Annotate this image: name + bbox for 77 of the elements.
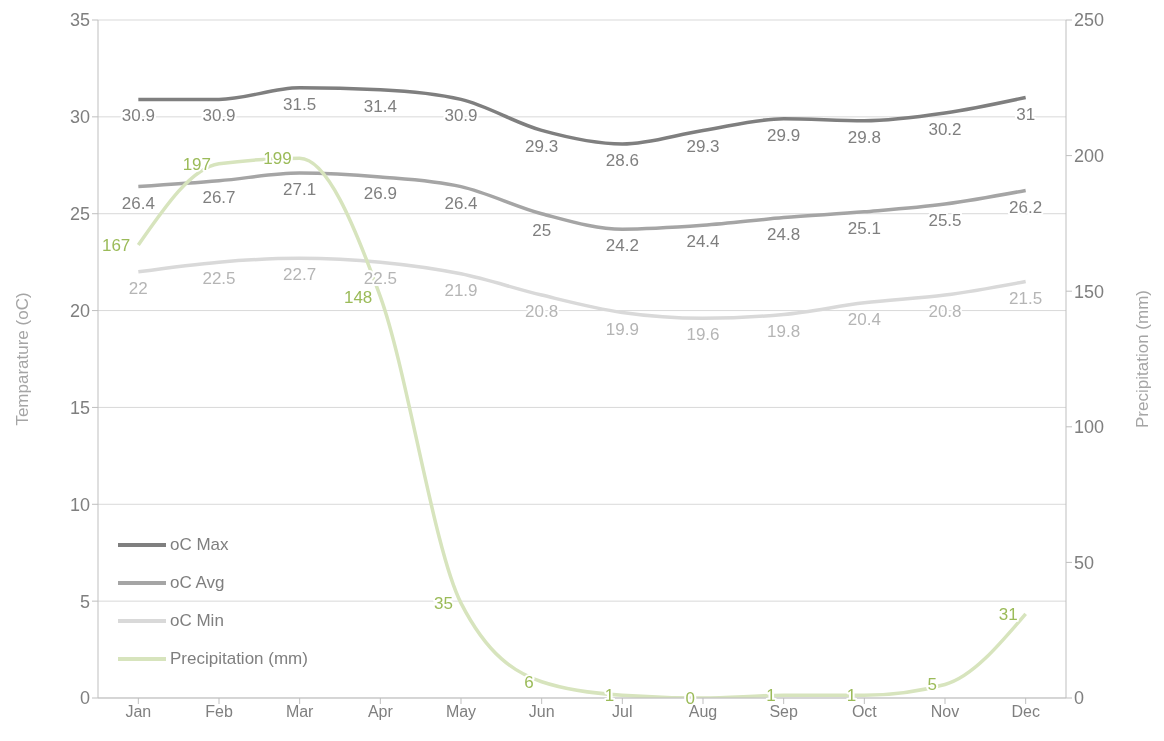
x-tick-label: Apr [367,703,394,721]
data-label: 1 [604,686,615,706]
y-tick-label: 30 [69,107,90,128]
data-label: 30.9 [202,106,236,126]
y-tick-label: 15 [69,397,90,418]
x-tick-label: Nov [930,703,960,721]
data-label: 29.3 [686,137,720,157]
x-tick-label: Jan [125,703,152,721]
data-label: 28.6 [605,151,639,171]
y2-tick-label: 0 [1074,688,1085,709]
data-label: 20.8 [525,302,559,322]
y-tick-label: 5 [79,591,90,612]
data-label: 19.8 [767,321,801,341]
data-label: 26.4 [444,193,478,213]
y2-tick-label: 50 [1074,552,1095,573]
legend-label: oC Min [170,610,224,632]
data-label: 30.2 [928,120,962,140]
y-tick-label: 35 [69,10,90,31]
x-tick-label: Jul [612,703,633,721]
data-label: 24.8 [767,224,801,244]
x-tick-label: Dec [1011,703,1040,721]
data-label: 24.2 [605,236,639,256]
y-tick-label: 20 [69,300,90,321]
data-label: 30.9 [121,106,155,126]
y-tick-label: 25 [69,204,90,225]
data-label: 148 [343,287,373,307]
data-label: 6 [524,672,534,692]
x-tick-label: May [445,703,477,721]
data-label: 24.4 [686,232,720,252]
data-label: 1 [766,686,776,706]
y2-tick-label: 250 [1074,10,1105,31]
data-label: 167 [101,236,131,256]
data-label: 20.8 [928,302,962,322]
data-label: 19.9 [605,319,639,339]
data-label: 199 [263,149,292,169]
data-label: 22 [128,278,148,298]
data-label: 31 [998,604,1018,624]
x-tick-label: Sep [769,703,798,721]
data-label: 31.5 [283,94,317,114]
x-tick-label: Mar [285,703,315,721]
data-label: 29.8 [847,127,881,147]
data-label: 22.7 [283,265,317,285]
data-label: 1 [846,686,857,706]
y2-axis-title: Precipitation (mm) [1133,290,1153,428]
data-label: 31.4 [363,96,397,116]
legend-label: Precipitation (mm) [170,648,308,670]
data-label: 25 [532,220,552,240]
data-label: 5 [927,675,937,695]
y2-tick-label: 200 [1074,145,1105,166]
data-label: 20.4 [847,309,881,329]
y2-tick-label: 150 [1074,281,1105,302]
data-label: 26.4 [121,193,155,213]
y-tick-label: 0 [79,688,90,709]
data-label: 25.1 [847,218,881,238]
data-label: 21.5 [1009,288,1043,308]
x-tick-label: Jun [528,703,555,721]
data-label: 29.3 [525,137,559,157]
data-label: 21.9 [444,280,478,300]
data-label: 26.7 [202,187,236,207]
data-label: 27.1 [283,180,317,200]
data-label: 26.9 [363,183,397,203]
data-label: 197 [182,154,211,174]
data-label: 26.2 [1009,197,1043,217]
legend-label: oC Max [170,534,229,556]
y-tick-label: 10 [69,494,90,515]
y2-tick-label: 100 [1074,417,1105,438]
legend-label: oC Avg [170,572,225,594]
data-label: 30.9 [444,106,478,126]
x-tick-label: Feb [205,703,233,721]
x-tick-label: Oct [851,703,878,721]
data-label: 29.9 [767,125,801,145]
y-axis-title: Temparature (oC) [13,292,33,426]
data-label: 22.5 [202,269,236,289]
data-label: 35 [434,594,453,614]
data-label: 31 [1016,104,1036,124]
data-label: 25.5 [928,211,962,231]
data-label: 19.6 [686,325,720,345]
